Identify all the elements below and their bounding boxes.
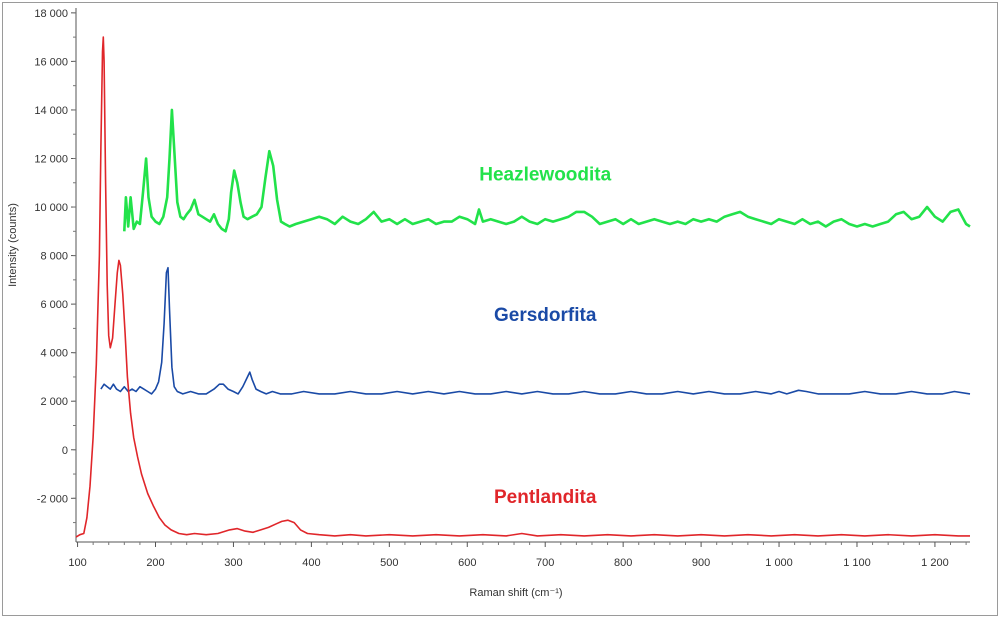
y-tick-label: 0 bbox=[62, 445, 68, 457]
y-tick-label: 4 000 bbox=[40, 348, 68, 360]
series-label-gersdorfita: Gersdorfita bbox=[494, 305, 597, 326]
x-tick-label: 600 bbox=[458, 557, 476, 569]
series-line-gersdorfita bbox=[100, 266, 971, 395]
y-tick-label: 12 000 bbox=[34, 153, 68, 165]
x-tick-label: 400 bbox=[302, 557, 320, 569]
x-tick-label: 200 bbox=[146, 557, 164, 569]
series-group bbox=[75, 36, 971, 538]
x-tick-label: 100 bbox=[68, 557, 86, 569]
x-tick-label: 1 200 bbox=[921, 557, 949, 569]
x-tick-label: 700 bbox=[536, 557, 554, 569]
y-axis-title: Intensity (counts) bbox=[7, 203, 19, 287]
x-tick-label: 1 000 bbox=[765, 557, 793, 569]
x-tick-label: 1 100 bbox=[843, 557, 871, 569]
y-tick-label: 2 000 bbox=[40, 396, 68, 408]
axes: -2 000 0 2 000 4 000 6 000 8 000 10 000 12 000 1… bbox=[34, 8, 970, 569]
y-tick-label: 6 000 bbox=[40, 299, 68, 311]
y-tick-label: 10 000 bbox=[34, 202, 68, 214]
series-label-pentlandita: Pentlandita bbox=[494, 487, 597, 508]
x-tick-label: 500 bbox=[380, 557, 398, 569]
series-label-heazlewoodita: Heazlewoodita bbox=[479, 164, 611, 185]
series-labels: Heazlewoodita Gersdorfita Pentlandita bbox=[479, 164, 611, 508]
x-tick-label: 300 bbox=[224, 557, 242, 569]
series-line-pentlandita bbox=[75, 36, 970, 538]
y-tick-label: 8 000 bbox=[40, 251, 68, 263]
x-tick-label: 800 bbox=[614, 557, 632, 569]
y-tick-label: -2 000 bbox=[37, 493, 68, 505]
y-tick-label: 18 000 bbox=[34, 8, 68, 20]
x-tick-label: 900 bbox=[692, 557, 710, 569]
series-line-heazlewoodita bbox=[123, 108, 971, 233]
x-axis-title: Raman shift (cm⁻¹) bbox=[469, 587, 562, 599]
y-tick-label: 16 000 bbox=[34, 56, 68, 68]
y-tick-label: 14 000 bbox=[34, 105, 68, 117]
